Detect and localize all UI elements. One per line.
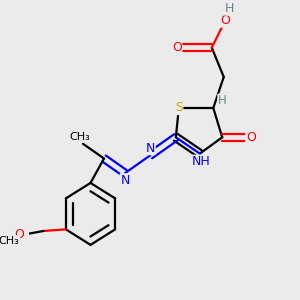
Text: O: O [172, 41, 182, 54]
Text: H: H [225, 2, 234, 15]
Text: CH₃: CH₃ [0, 236, 20, 246]
Text: CH₃: CH₃ [69, 132, 90, 142]
Text: NH: NH [192, 155, 211, 168]
Text: N: N [120, 174, 130, 187]
Text: O: O [246, 131, 256, 144]
Text: O: O [220, 14, 230, 27]
Text: S: S [175, 101, 183, 115]
Text: O: O [14, 228, 24, 241]
Text: N: N [146, 142, 155, 154]
Text: H: H [218, 94, 226, 107]
